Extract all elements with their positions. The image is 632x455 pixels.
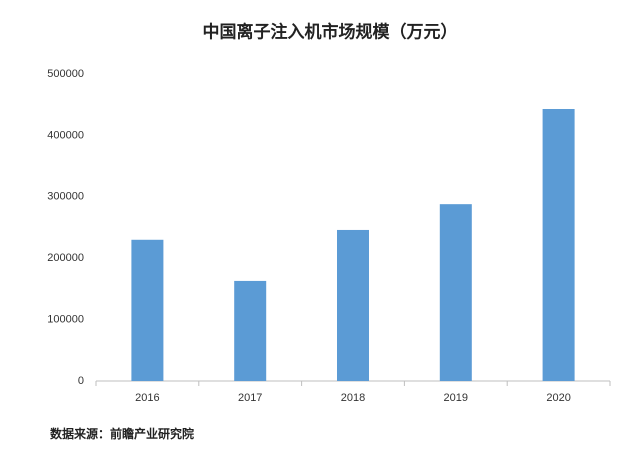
- y-tick-label: 300000: [47, 191, 84, 203]
- x-tick-label: 2018: [341, 392, 365, 404]
- bar: [337, 229, 369, 381]
- x-tick-label: 2017: [238, 392, 262, 404]
- y-tick-label: 100000: [47, 314, 84, 326]
- bar: [234, 280, 267, 381]
- bar: [542, 108, 575, 382]
- chart-title: 中国离子注入机市场规模（万元）: [203, 21, 458, 41]
- y-tick-label: 200000: [47, 252, 84, 264]
- y-tick-label: 400000: [47, 129, 84, 141]
- x-tick-label: 2016: [135, 392, 159, 404]
- x-tick-label: 2020: [546, 392, 570, 404]
- y-tick-label: 0: [78, 375, 84, 387]
- bar: [439, 204, 472, 381]
- x-tick-label: 2019: [444, 392, 468, 404]
- source-note: 数据来源：前瞻产业研究院: [50, 426, 194, 441]
- y-tick-label: 500000: [47, 68, 84, 80]
- bar: [131, 239, 164, 381]
